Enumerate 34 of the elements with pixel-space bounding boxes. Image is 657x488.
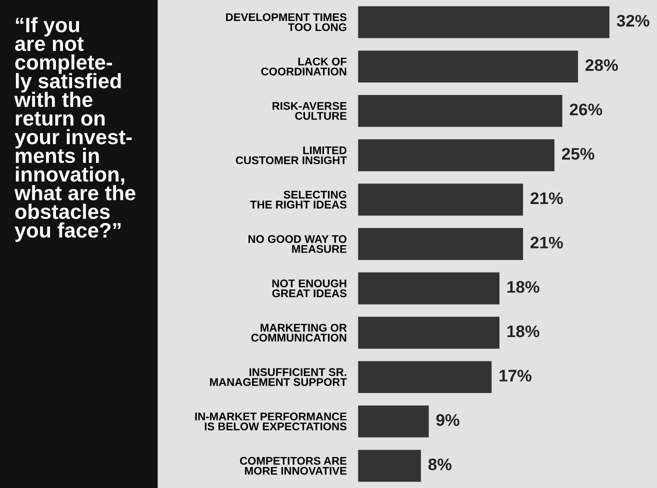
y-tick-label: DEVELOPMENT TIMES TOO LONG <box>226 13 347 32</box>
y-tick-label: LIMITED CUSTOMER INSIGHT <box>236 146 347 164</box>
bar <box>358 405 429 438</box>
data-label: 9% <box>436 414 460 426</box>
data-label: 21% <box>530 236 563 248</box>
bar <box>358 316 500 349</box>
y-tick-label: NO GOOD WAY TO MEASURE <box>248 235 347 253</box>
y-tick-label: SELECTING THE RIGHT IDEAS <box>250 190 347 209</box>
bar <box>358 6 610 38</box>
bar <box>358 450 421 482</box>
y-tick-label: LACK OF COORDINATION <box>261 58 347 76</box>
bar <box>358 94 562 127</box>
bar <box>358 184 524 216</box>
data-label: 8% <box>428 458 452 470</box>
y-tick-label: RISK-AVERSE CULTURE <box>272 102 347 120</box>
data-label: 17% <box>500 370 532 382</box>
bar <box>358 272 500 304</box>
data-label: 26% <box>570 104 602 116</box>
y-tick-label: COMPETITORS ARE MORE INNOVATIVE <box>240 456 347 475</box>
data-label: 18% <box>507 281 540 293</box>
bar <box>358 228 524 260</box>
chart-title: “If you are not complete- ly satisfied with the return on your invest- ments in innovation, what are the obstacles you face?” <box>14 17 136 242</box>
bar <box>358 50 578 83</box>
data-label: 21% <box>530 192 563 204</box>
data-label: 18% <box>507 325 540 338</box>
data-label: 28% <box>586 59 618 72</box>
y-tick-label: IN-MARKET PERFORMANCE IS BELOW EXPECTATIONS <box>195 412 347 430</box>
y-tick-label: INSUFFICIENT SR. MANAGEMENT SUPPORT <box>210 368 347 386</box>
data-label: 32% <box>616 14 650 27</box>
y-tick-label: NOT ENOUGH GREAT IDEAS <box>272 279 347 298</box>
bar <box>358 361 492 394</box>
bar <box>358 139 554 172</box>
data-label: 25% <box>562 148 594 160</box>
y-tick-label: MARKETING OR COMMUNICATION <box>251 324 347 342</box>
